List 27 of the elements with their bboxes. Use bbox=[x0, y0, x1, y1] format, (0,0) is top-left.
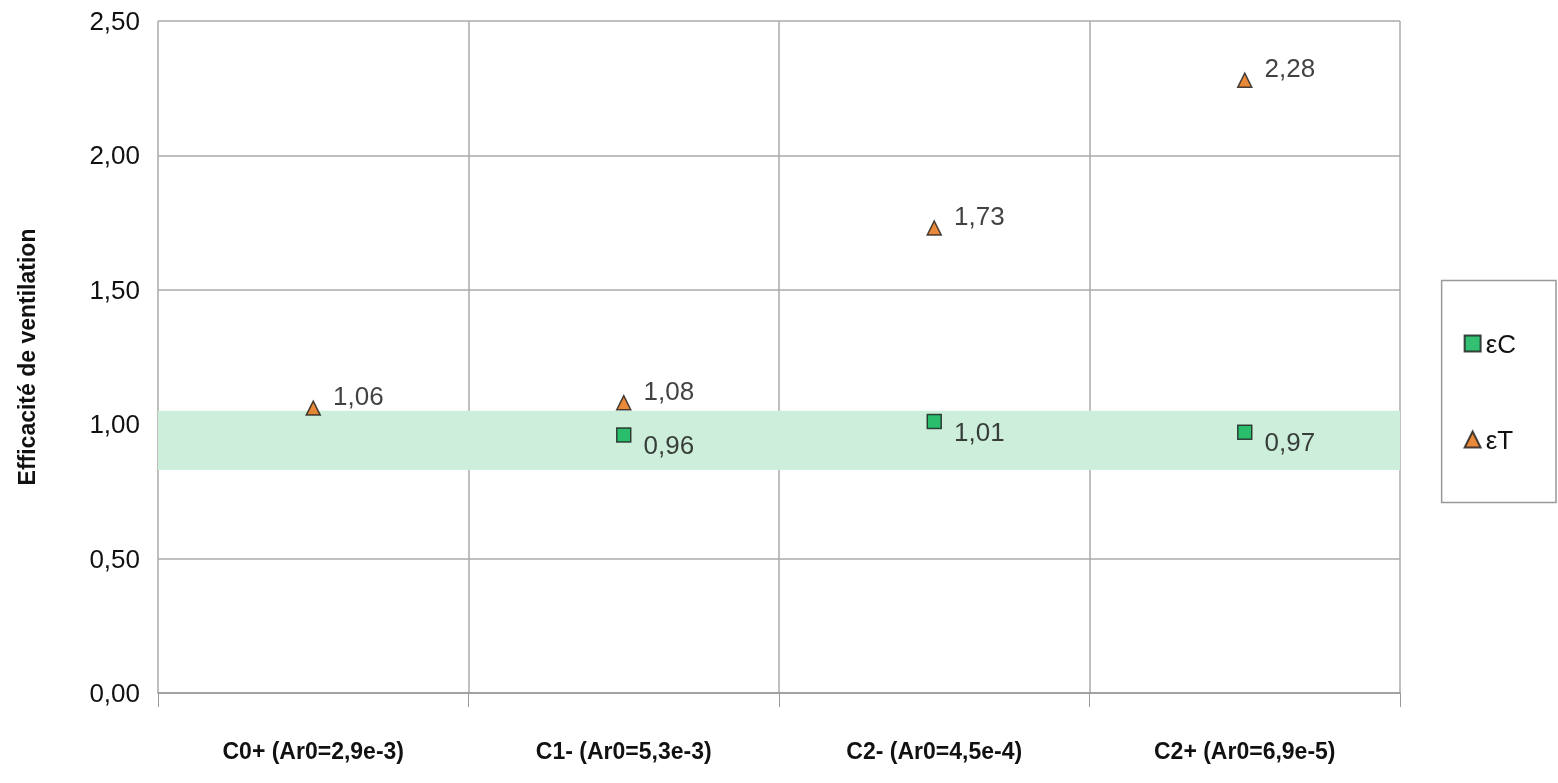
point bbox=[926, 413, 942, 430]
y-tick-label: 1,00 bbox=[89, 409, 140, 440]
legend-label: εC bbox=[1485, 328, 1517, 359]
y-tick-label: 2,50 bbox=[89, 6, 140, 36]
data-label: 0,97 bbox=[1264, 427, 1316, 458]
data-label: 0,96 bbox=[643, 429, 695, 460]
data-label: 1,73 bbox=[954, 200, 1005, 231]
y-tick-label: 0,50 bbox=[89, 543, 140, 574]
data-label: 1,06 bbox=[333, 381, 384, 412]
y-tick-label: 0,00 bbox=[89, 678, 140, 708]
x-tick-label: C2+ (Ar0=6,9e-5) bbox=[1153, 737, 1336, 764]
y-tick-label: 2,00 bbox=[89, 140, 140, 171]
legend-label: εT bbox=[1485, 424, 1514, 455]
x-tick-label: C1- (Ar0=5,3e-3) bbox=[535, 737, 712, 764]
point bbox=[616, 427, 632, 443]
point bbox=[926, 220, 942, 236]
data-label: 2,28 bbox=[1264, 53, 1316, 84]
y-axis-title: Efficacité de ventilation bbox=[13, 228, 40, 486]
point bbox=[1237, 72, 1253, 88]
point bbox=[1237, 424, 1253, 441]
x-tick-label: C0+ (Ar0=2,9e-3) bbox=[222, 737, 405, 764]
data-label: 1,08 bbox=[643, 375, 695, 406]
y-tick-label: 1,50 bbox=[89, 274, 140, 305]
x-tick-label: C2- (Ar0=4,5e-4) bbox=[846, 737, 1023, 764]
data-label: 1,01 bbox=[954, 416, 1005, 447]
point bbox=[616, 394, 632, 411]
point bbox=[305, 400, 321, 416]
